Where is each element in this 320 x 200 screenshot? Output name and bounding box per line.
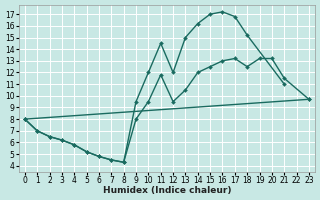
X-axis label: Humidex (Indice chaleur): Humidex (Indice chaleur) [103,186,231,195]
